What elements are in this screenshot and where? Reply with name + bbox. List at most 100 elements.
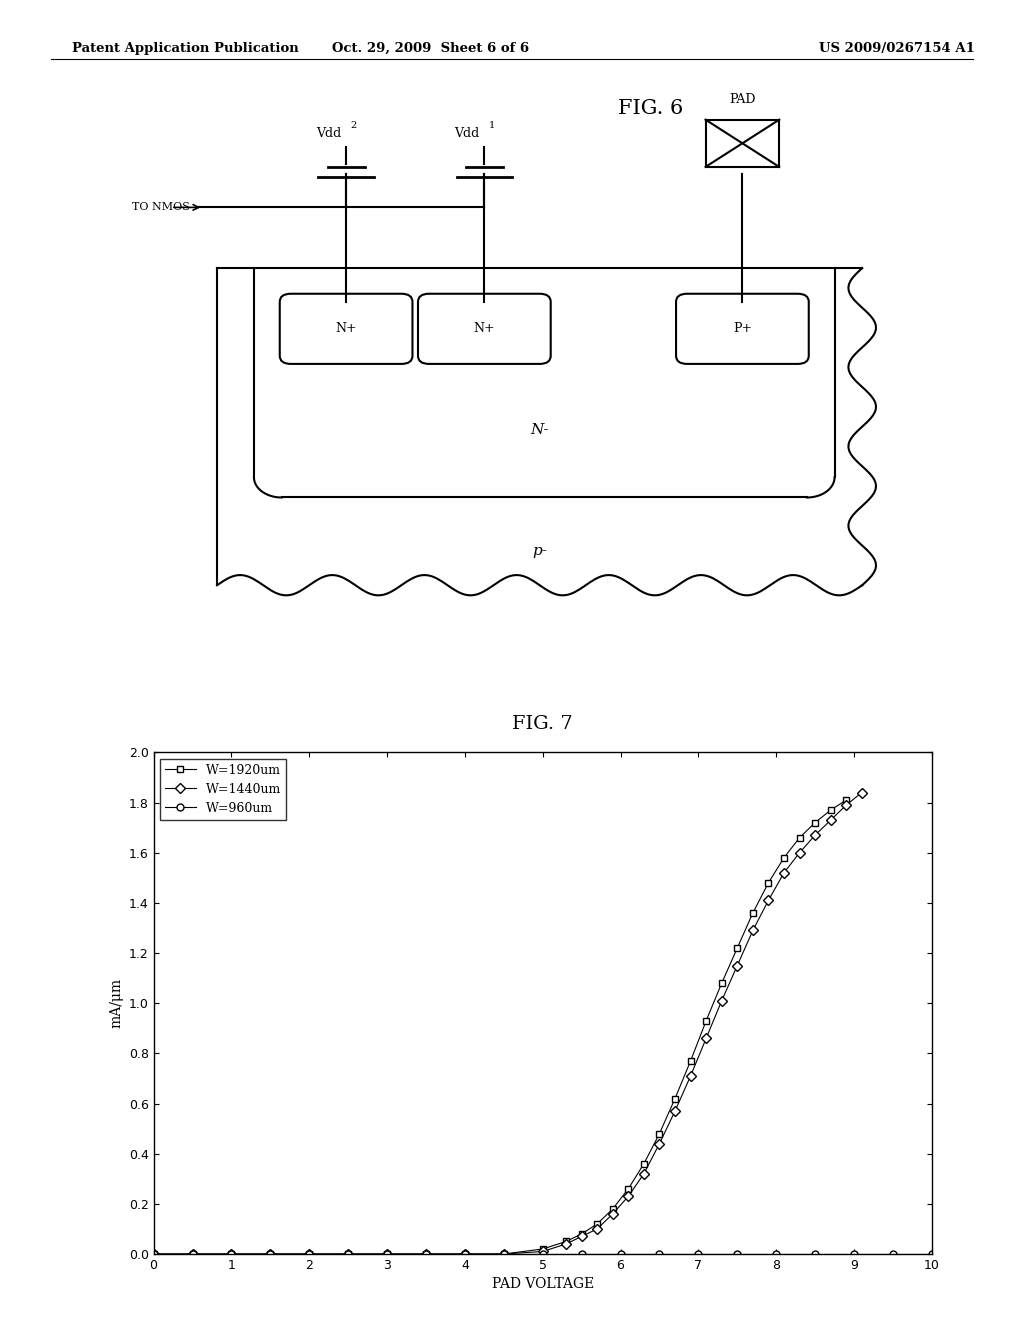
W=1920um bbox=[381, 1246, 393, 1262]
W=1920um bbox=[669, 1090, 681, 1106]
W=1920um bbox=[459, 1246, 471, 1262]
W=1440um bbox=[684, 1068, 696, 1084]
W=960um bbox=[420, 1246, 432, 1262]
W=960um bbox=[303, 1246, 315, 1262]
W=1920um bbox=[794, 830, 806, 846]
Text: P+: P+ bbox=[733, 322, 752, 335]
W=960um bbox=[537, 1246, 549, 1262]
W=1440um bbox=[731, 958, 743, 974]
W=960um bbox=[770, 1246, 782, 1262]
W=1920um bbox=[537, 1241, 549, 1257]
Line: W=1440um: W=1440um bbox=[151, 789, 865, 1258]
W=1440um bbox=[147, 1246, 160, 1262]
W=1920um bbox=[809, 814, 821, 830]
W=1440um bbox=[537, 1243, 549, 1259]
W=1440um bbox=[700, 1031, 713, 1047]
W=960um bbox=[653, 1246, 666, 1262]
W=960um bbox=[264, 1246, 276, 1262]
W=1440um bbox=[498, 1246, 510, 1262]
W=960um bbox=[731, 1246, 743, 1262]
W=960um bbox=[887, 1246, 899, 1262]
W=1440um bbox=[716, 993, 728, 1008]
W=960um bbox=[809, 1246, 821, 1262]
W=1440um bbox=[606, 1206, 618, 1222]
W=1440um bbox=[653, 1135, 666, 1151]
W=960um bbox=[848, 1246, 860, 1262]
W=1920um bbox=[731, 940, 743, 956]
Text: PAD: PAD bbox=[729, 94, 756, 106]
W=1440um bbox=[746, 923, 759, 939]
Text: 2: 2 bbox=[350, 121, 357, 129]
W=1440um bbox=[623, 1188, 635, 1204]
W=1440um bbox=[303, 1246, 315, 1262]
W=1440um bbox=[381, 1246, 393, 1262]
W=960um bbox=[498, 1246, 510, 1262]
W=1920um bbox=[575, 1226, 588, 1242]
W=1920um bbox=[225, 1246, 238, 1262]
W=1920um bbox=[147, 1246, 160, 1262]
W=1440um bbox=[342, 1246, 354, 1262]
W=1920um bbox=[653, 1126, 666, 1142]
W=1440um bbox=[778, 865, 791, 880]
Text: p-: p- bbox=[532, 544, 547, 558]
W=1920um bbox=[420, 1246, 432, 1262]
W=1440um bbox=[794, 845, 806, 861]
W=1920um bbox=[700, 1012, 713, 1028]
W=1440um bbox=[840, 797, 852, 813]
W=1440um bbox=[809, 828, 821, 843]
Line: W=1920um: W=1920um bbox=[151, 796, 850, 1258]
W=1920um bbox=[498, 1246, 510, 1262]
W=1920um bbox=[840, 792, 852, 808]
Text: Patent Application Publication: Patent Application Publication bbox=[72, 42, 298, 55]
W=1920um bbox=[623, 1181, 635, 1197]
W=1920um bbox=[186, 1246, 199, 1262]
X-axis label: PAD VOLTAGE: PAD VOLTAGE bbox=[492, 1278, 594, 1291]
W=1920um bbox=[684, 1053, 696, 1069]
W=1920um bbox=[778, 850, 791, 866]
Text: N+: N+ bbox=[335, 322, 357, 335]
W=960um bbox=[225, 1246, 238, 1262]
Text: TO NMOS: TO NMOS bbox=[131, 202, 189, 213]
W=1440um bbox=[225, 1246, 238, 1262]
W=960um bbox=[459, 1246, 471, 1262]
W=1920um bbox=[746, 906, 759, 921]
W=1440um bbox=[575, 1229, 588, 1245]
W=960um bbox=[342, 1246, 354, 1262]
W=1920um bbox=[638, 1156, 650, 1172]
W=960um bbox=[147, 1246, 160, 1262]
W=1440um bbox=[560, 1236, 572, 1251]
W=1440um bbox=[264, 1246, 276, 1262]
Bar bbox=[706, 120, 779, 166]
Text: N-: N- bbox=[530, 422, 549, 437]
W=1920um bbox=[606, 1201, 618, 1217]
W=960um bbox=[614, 1246, 627, 1262]
W=1920um bbox=[303, 1246, 315, 1262]
Text: FIG. 7: FIG. 7 bbox=[512, 714, 573, 733]
Line: W=960um: W=960um bbox=[151, 1250, 935, 1258]
W=1920um bbox=[762, 875, 774, 891]
W=1440um bbox=[459, 1246, 471, 1262]
Text: N+: N+ bbox=[473, 322, 496, 335]
W=960um bbox=[575, 1246, 588, 1262]
W=1920um bbox=[591, 1216, 603, 1232]
Text: US 2009/0267154 A1: US 2009/0267154 A1 bbox=[819, 42, 975, 55]
W=1920um bbox=[342, 1246, 354, 1262]
W=1440um bbox=[856, 784, 868, 800]
W=960um bbox=[381, 1246, 393, 1262]
W=1440um bbox=[669, 1104, 681, 1119]
W=1440um bbox=[591, 1221, 603, 1237]
Text: Oct. 29, 2009  Sheet 6 of 6: Oct. 29, 2009 Sheet 6 of 6 bbox=[332, 42, 528, 55]
Text: Vdd: Vdd bbox=[455, 127, 479, 140]
Text: FIG. 6: FIG. 6 bbox=[617, 99, 683, 119]
Text: Vdd: Vdd bbox=[316, 127, 342, 140]
W=1440um bbox=[824, 812, 837, 828]
W=960um bbox=[926, 1246, 938, 1262]
Text: 1: 1 bbox=[489, 121, 496, 129]
W=1920um bbox=[824, 803, 837, 818]
W=960um bbox=[692, 1246, 705, 1262]
W=1920um bbox=[716, 975, 728, 991]
W=1440um bbox=[638, 1166, 650, 1181]
W=960um bbox=[186, 1246, 199, 1262]
W=1440um bbox=[762, 892, 774, 908]
W=1440um bbox=[186, 1246, 199, 1262]
